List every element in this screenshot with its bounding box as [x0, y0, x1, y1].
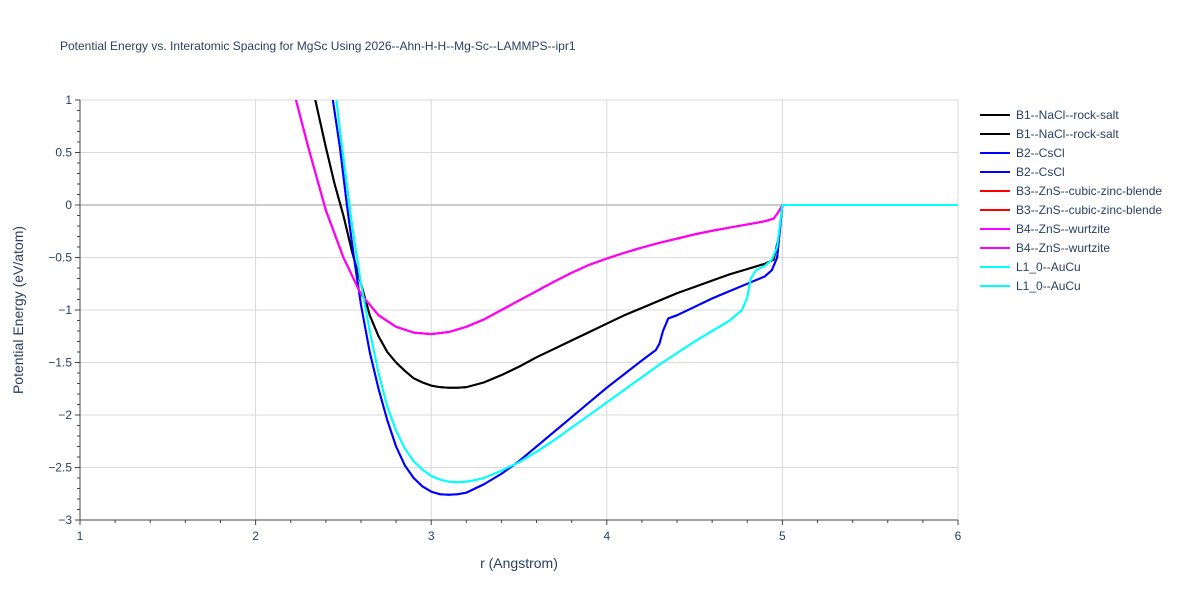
legend-label: B2--CsCl [1016, 165, 1065, 179]
y-tick-label: 0 [65, 198, 72, 212]
y-tick-label: −1.5 [48, 356, 72, 370]
legend-item[interactable]: B1--NaCl--rock-salt [980, 127, 1119, 141]
legend-item[interactable]: B2--CsCl [980, 146, 1065, 160]
x-tick-label: 4 [603, 529, 610, 543]
y-tick-label: 1 [65, 93, 72, 107]
legend[interactable]: B1--NaCl--rock-salt B1--NaCl--rock-salt B2… [980, 108, 1162, 293]
series-line-l1-0-aucu-2 [335, 100, 958, 484]
legend-label: B2--CsCl [1016, 146, 1065, 160]
legend-label: B1--NaCl--rock-salt [1016, 108, 1119, 122]
legend-label: L1_0--AuCu [1016, 260, 1081, 274]
legend-label: B4--ZnS--wurtzite [1016, 241, 1110, 255]
legend-item[interactable]: L1_0--AuCu [980, 279, 1081, 293]
x-tick-label: 3 [428, 529, 435, 543]
legend-label: B3--ZnS--cubic-zinc-blende [1016, 184, 1162, 198]
grid [80, 99, 959, 520]
legend-label: B4--ZnS--wurtzite [1016, 222, 1110, 236]
y-tick-label: −1 [58, 303, 72, 317]
x-tick-label: 5 [779, 529, 786, 543]
chart-title: Potential Energy vs. Interatomic Spacing… [60, 39, 576, 53]
axes: 1 2 3 4 5 6 1 0.5 0 −0.5 −1 −1.5 −2 −2.5 −3 [48, 93, 961, 543]
series-line-b3-zns-cubic-zinc-blende-1 [295, 100, 958, 336]
legend-item[interactable]: B2--CsCl [980, 165, 1065, 179]
series-line-b4-zns-wurtzite-1 [295, 100, 958, 336]
x-tick-label: 6 [955, 529, 962, 543]
legend-item[interactable]: B4--ZnS--wurtzite [980, 222, 1110, 236]
legend-label: B1--NaCl--rock-salt [1016, 127, 1119, 141]
series-line-l1-0-aucu-1 [335, 100, 958, 484]
legend-label: B3--ZnS--cubic-zinc-blende [1016, 203, 1162, 217]
series-lines [295, 100, 958, 496]
series-line-b1-nacl-rock-salt-2 [314, 100, 958, 389]
y-axis-title: Potential Energy (eV/atom) [10, 226, 26, 394]
y-tick-label: −0.5 [48, 251, 72, 265]
x-tick-label: 1 [77, 529, 84, 543]
y-tick-label: −2.5 [48, 461, 72, 475]
legend-item[interactable]: B1--NaCl--rock-salt [980, 108, 1119, 122]
y-tick-label: 0.5 [55, 146, 72, 160]
legend-item[interactable]: L1_0--AuCu [980, 260, 1081, 274]
y-tick-label: −2 [58, 408, 72, 422]
legend-item[interactable]: B3--ZnS--cubic-zinc-blende [980, 203, 1162, 217]
series-line-b2-cscl-1 [331, 100, 958, 496]
y-tick-label: −3 [58, 513, 72, 527]
legend-item[interactable]: B3--ZnS--cubic-zinc-blende [980, 184, 1162, 198]
series-line-b2-cscl-2 [331, 100, 958, 496]
x-tick-label: 2 [252, 529, 259, 543]
series-line-b4-zns-wurtzite-2 [295, 100, 958, 336]
legend-label: L1_0--AuCu [1016, 279, 1081, 293]
legend-item[interactable]: B4--ZnS--wurtzite [980, 241, 1110, 255]
series-line-b3-zns-cubic-zinc-blende-2 [295, 100, 958, 336]
x-axis-title: r (Angstrom) [480, 555, 558, 571]
series-line-b1-nacl-rock-salt-1 [314, 100, 958, 389]
